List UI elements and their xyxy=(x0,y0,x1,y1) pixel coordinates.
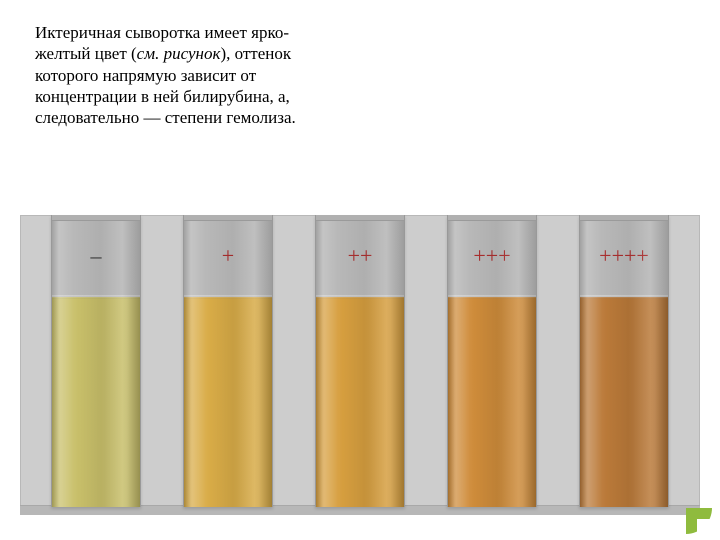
tube-head: – xyxy=(52,215,140,297)
tube-label-3: +++ xyxy=(473,243,510,269)
tube-slot: – xyxy=(46,215,146,507)
tube-fill-4 xyxy=(580,297,668,507)
caption-line2-pre: желтый цвет ( xyxy=(35,44,137,63)
tube-head: + xyxy=(184,215,272,297)
tube-head: ++++ xyxy=(580,215,668,297)
tube-head: +++ xyxy=(448,215,536,297)
caption-line4: концентрации в ней билирубина, а, xyxy=(35,87,290,106)
tubes-row: – + xyxy=(20,215,700,507)
caption-line2-italic: см. рисунок xyxy=(137,44,221,63)
caption-line5: следовательно — степени гемолиза. xyxy=(35,108,296,127)
tube-rim xyxy=(51,215,141,221)
slide: Иктеричная сыворотка имеет ярко- желтый … xyxy=(0,0,720,540)
tube-slot: ++++ xyxy=(574,215,674,507)
tube-rim xyxy=(183,215,273,221)
tube-1: + xyxy=(183,215,273,507)
tube-rim xyxy=(447,215,537,221)
tube-slot: +++ xyxy=(442,215,542,507)
tube-fill-0 xyxy=(52,297,140,507)
tube-meniscus xyxy=(580,295,668,299)
corner-accent-icon xyxy=(686,508,712,534)
tube-fill-1 xyxy=(184,297,272,507)
tube-2: ++ xyxy=(315,215,405,507)
tube-fill-3 xyxy=(448,297,536,507)
tube-head: ++ xyxy=(316,215,404,297)
tube-label-4: ++++ xyxy=(599,243,649,269)
caption-text: Иктеричная сыворотка имеет ярко- желтый … xyxy=(35,22,385,128)
tube-slot: + xyxy=(178,215,278,507)
tube-meniscus xyxy=(448,295,536,299)
caption-line1: Иктеричная сыворотка имеет ярко- xyxy=(35,23,289,42)
tube-meniscus xyxy=(52,295,140,299)
tube-meniscus xyxy=(316,295,404,299)
tube-slot: ++ xyxy=(310,215,410,507)
tube-meniscus xyxy=(184,295,272,299)
accent-inner xyxy=(697,519,712,534)
tube-rim xyxy=(579,215,669,221)
tube-4: ++++ xyxy=(579,215,669,507)
tube-label-2: ++ xyxy=(348,243,373,269)
tube-label-1: + xyxy=(222,243,234,269)
tube-0: – xyxy=(51,215,141,507)
tube-label-0: – xyxy=(91,243,102,269)
tube-rim xyxy=(315,215,405,221)
caption-line2-post: ), оттенок xyxy=(220,44,291,63)
caption-line3: которого напрямую зависит от xyxy=(35,66,256,85)
tube-fill-2 xyxy=(316,297,404,507)
tube-3: +++ xyxy=(447,215,537,507)
figure-area: – + xyxy=(20,215,700,515)
